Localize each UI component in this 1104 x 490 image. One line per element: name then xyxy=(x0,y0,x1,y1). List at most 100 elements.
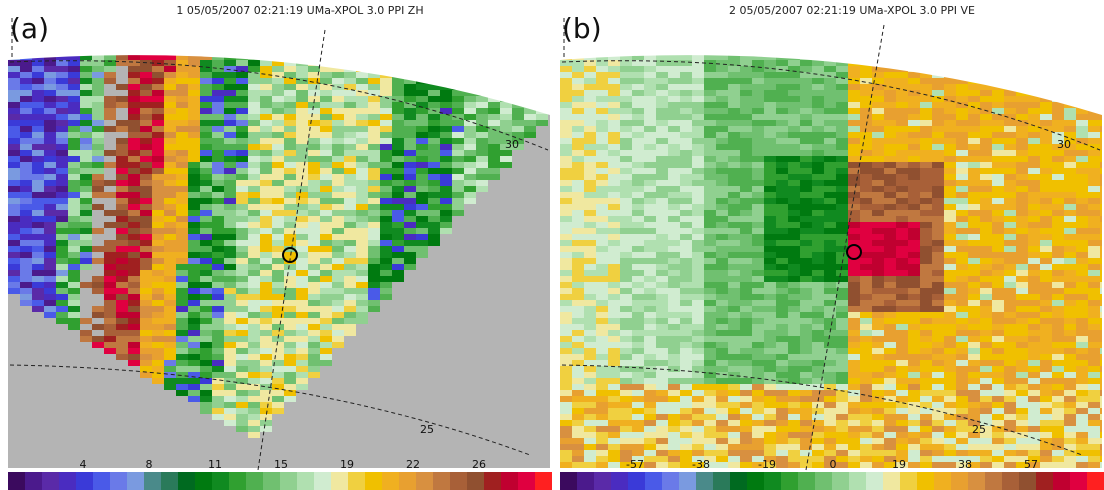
radar-cell xyxy=(284,138,296,144)
radar-cell xyxy=(440,186,452,192)
radar-cell xyxy=(20,414,32,420)
radar-cell xyxy=(236,48,248,54)
radar-cell xyxy=(800,102,812,108)
radar-cell xyxy=(404,114,416,120)
radar-cell xyxy=(68,126,80,132)
radar-cell xyxy=(176,408,188,414)
radar-cell xyxy=(728,276,740,282)
radar-cell xyxy=(824,180,836,186)
radar-cell xyxy=(728,378,740,384)
radar-cell xyxy=(344,216,356,222)
radar-cell xyxy=(164,84,176,90)
radar-cell xyxy=(776,240,788,246)
radar-cell xyxy=(452,162,464,168)
radar-cell xyxy=(356,444,368,450)
radar-cell xyxy=(212,246,224,252)
radar-cell xyxy=(248,150,260,156)
radar-cell xyxy=(224,36,236,42)
radar-cell xyxy=(788,174,800,180)
radar-cell xyxy=(92,408,104,414)
radar-cell xyxy=(524,198,536,204)
radar-cell xyxy=(644,258,656,264)
radar-cell xyxy=(572,294,584,300)
radar-cell xyxy=(164,144,176,150)
radar-cell xyxy=(800,210,812,216)
radar-cell xyxy=(8,396,20,402)
radar-cell xyxy=(200,180,212,186)
radar-cell xyxy=(812,180,824,186)
radar-cell xyxy=(728,120,740,126)
radar-cell xyxy=(20,114,32,120)
radar-cell xyxy=(104,408,116,414)
radar-cell xyxy=(248,168,260,174)
radar-cell xyxy=(476,324,488,330)
radar-cell xyxy=(728,426,740,432)
radar-cell xyxy=(116,78,128,84)
radar-cell xyxy=(464,198,476,204)
radar-cell xyxy=(92,360,104,366)
radar-cell xyxy=(476,306,488,312)
radar-cell xyxy=(800,456,812,462)
radar-cell xyxy=(500,54,512,60)
radar-cell xyxy=(656,186,668,192)
radar-cell xyxy=(692,270,704,276)
radar-cell xyxy=(644,444,656,450)
radar-cell xyxy=(344,144,356,150)
radar-cell xyxy=(392,222,404,228)
radar-cell xyxy=(824,228,836,234)
radar-cell xyxy=(536,210,548,216)
radar-cell xyxy=(332,336,344,342)
radar-cell xyxy=(740,84,752,90)
radar-cell xyxy=(668,42,680,48)
radar-cell xyxy=(272,366,284,372)
radar-cell xyxy=(680,126,692,132)
radar-cell xyxy=(596,282,608,288)
radar-cell xyxy=(272,102,284,108)
radar-cell xyxy=(608,312,620,318)
radar-cell xyxy=(584,168,596,174)
radar-cell xyxy=(704,264,716,270)
radar-cell xyxy=(92,438,104,444)
radar-cell xyxy=(260,174,272,180)
radar-cell xyxy=(704,156,716,162)
radar-cell xyxy=(104,444,116,450)
radar-cell xyxy=(584,288,596,294)
radar-cell xyxy=(488,408,500,414)
radar-cell xyxy=(608,276,620,282)
radar-cell xyxy=(104,396,116,402)
radar-cell xyxy=(380,198,392,204)
radar-cell xyxy=(452,186,464,192)
radar-cell xyxy=(308,168,320,174)
radar-cell xyxy=(116,222,128,228)
radar-cell xyxy=(128,90,140,96)
radar-cell xyxy=(44,144,56,150)
radar-cell xyxy=(80,48,92,54)
radar-cell xyxy=(572,78,584,84)
radar-cell xyxy=(104,318,116,324)
radar-cell xyxy=(368,402,380,408)
radar-cell xyxy=(224,432,236,438)
radar-cell xyxy=(716,408,728,414)
radar-cell xyxy=(260,462,272,468)
radar-cell xyxy=(704,144,716,150)
radar-cell xyxy=(344,444,356,450)
radar-cell xyxy=(140,114,152,120)
radar-cell xyxy=(500,354,512,360)
radar-cell xyxy=(512,372,524,378)
radar-cell xyxy=(248,246,260,252)
radar-cell xyxy=(680,150,692,156)
radar-cell xyxy=(500,420,512,426)
radar-cell xyxy=(548,210,560,216)
radar-cell xyxy=(8,120,20,126)
radar-cell xyxy=(104,144,116,150)
radar-cell xyxy=(164,270,176,276)
radar-cell xyxy=(788,222,800,228)
radar-cell xyxy=(8,138,20,144)
radar-cell xyxy=(212,264,224,270)
radar-cell xyxy=(728,234,740,240)
radar-cell xyxy=(152,150,164,156)
radar-cell xyxy=(32,96,44,102)
radar-cell xyxy=(332,108,344,114)
radar-cell xyxy=(20,90,32,96)
radar-cell xyxy=(404,72,416,78)
